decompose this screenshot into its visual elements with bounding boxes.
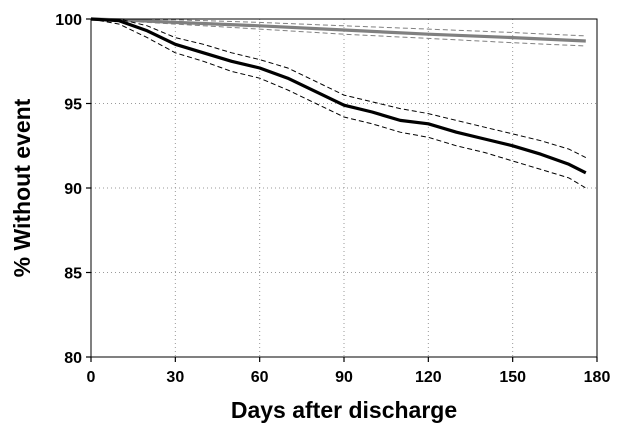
y-tick-label: 80: [64, 350, 82, 367]
x-tick-label: 120: [415, 369, 442, 386]
x-tick-label: 30: [166, 369, 184, 386]
series-1: [90, 17, 586, 47]
series-2-ci-lower: [90, 18, 587, 189]
x-tick-label: 90: [335, 369, 353, 386]
axis-ticks: 0 30 60 90 120 150 180 80 85 90 95 100: [55, 12, 610, 386]
x-tick-label: 0: [87, 369, 96, 386]
x-tick-label: 60: [251, 369, 269, 386]
series-2-line: [90, 17, 587, 175]
series-2: [90, 17, 587, 189]
y-tick-label: 100: [55, 12, 82, 29]
y-tick-label: 90: [64, 181, 82, 198]
x-tick-label: 150: [499, 369, 526, 386]
series-1-ci-upper: [91, 18, 586, 37]
series-lines: [90, 17, 587, 189]
x-tick-label: 180: [584, 369, 611, 386]
x-axis-title: Days after discharge: [231, 397, 457, 423]
y-axis-title: % Without event: [9, 98, 35, 277]
series-2-ci-upper: [91, 18, 587, 159]
grid-lines: [91, 19, 597, 357]
series-1-line: [90, 17, 586, 43]
y-tick-label: 85: [64, 266, 82, 283]
y-tick-label: 95: [64, 97, 82, 114]
series-1-ci-lower: [90, 18, 586, 47]
